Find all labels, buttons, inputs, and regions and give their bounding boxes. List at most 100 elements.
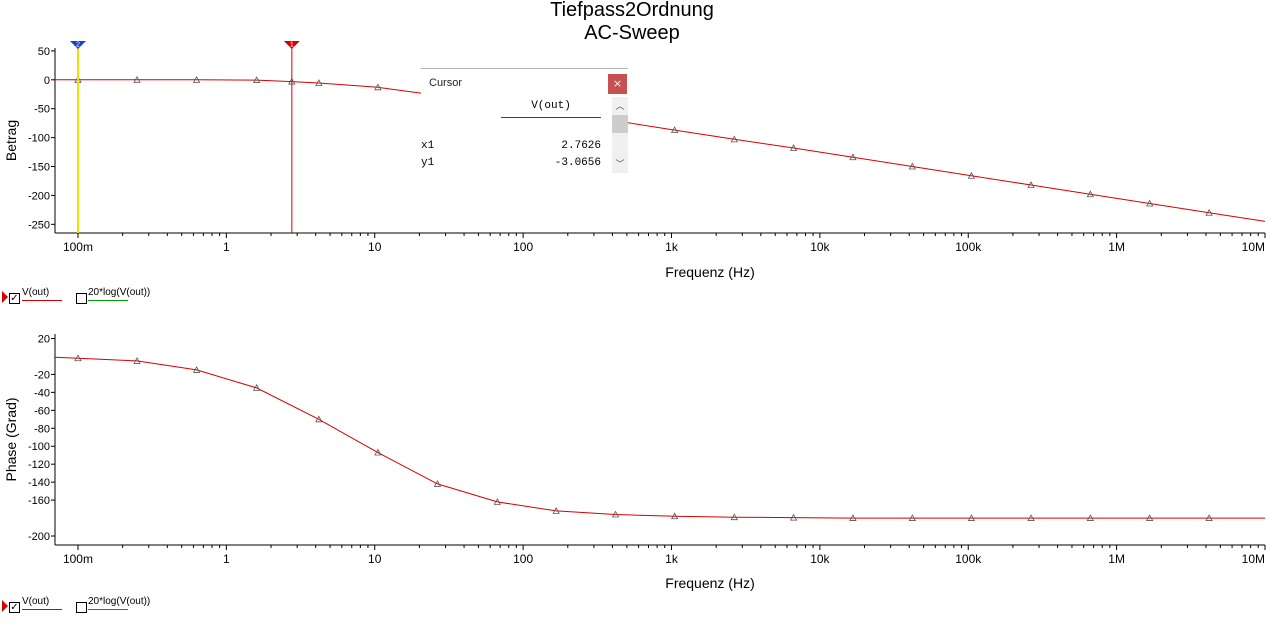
- data-point-marker: [133, 75, 141, 83]
- cursor-dialog[interactable]: Cursor × V(out) x1 2.7626 y1 -3.0656 ︿ ﹀: [421, 68, 628, 173]
- y-tick-label: -40: [34, 387, 50, 399]
- data-point-marker: [789, 144, 798, 151]
- legend-checkbox-db[interactable]: [76, 602, 87, 613]
- y-tick-label: -50: [34, 104, 50, 116]
- dialog-scrollbar[interactable]: ︿ ﹀: [612, 97, 628, 173]
- y-axis-label: Phase (Grad): [3, 397, 19, 481]
- y-tick-label: 0: [44, 75, 50, 87]
- cursor-row-label-x1: x1: [421, 140, 435, 152]
- y-tick-label: -200: [28, 190, 50, 202]
- x-axis-label: Frequenz (Hz): [665, 264, 754, 280]
- data-point-marker: [1027, 514, 1035, 521]
- y-tick-label: -140: [28, 477, 50, 489]
- data-point-marker: [730, 135, 738, 143]
- x-tick-label: 10: [368, 240, 382, 254]
- x-tick-label: 100k: [955, 552, 982, 566]
- series-line: [55, 79, 1266, 222]
- x-tick-label: 10M: [1242, 552, 1265, 566]
- series-line: [54, 356, 1265, 519]
- scroll-up-icon[interactable]: ︿: [615, 101, 625, 111]
- y-tick-label: -120: [28, 459, 50, 471]
- data-point-marker: [1027, 181, 1035, 188]
- data-point-marker: [849, 153, 857, 161]
- y-tick-label: -160: [28, 495, 50, 507]
- legend-swatch-db: [88, 609, 128, 610]
- x-tick-label: 10: [368, 552, 382, 566]
- scrollbar-thumb[interactable]: [612, 115, 628, 133]
- data-point-marker: [252, 384, 261, 391]
- x-tick-label: 100m: [63, 240, 93, 254]
- x-tick-label: 100m: [63, 552, 93, 566]
- y-tick-label: -80: [34, 423, 50, 435]
- data-point-marker: [374, 83, 382, 91]
- dialog-border: [421, 68, 628, 69]
- data-point-marker: [1086, 514, 1095, 521]
- legend-swatch-vout: [22, 609, 62, 610]
- data-point-marker: [133, 357, 141, 364]
- legend-checkbox-db[interactable]: [76, 293, 87, 304]
- close-button[interactable]: ×: [608, 74, 627, 94]
- x-tick-label: 10k: [810, 240, 830, 254]
- data-point-marker: [789, 513, 798, 521]
- chart-title: Tiefpass2Ordnung: [550, 0, 714, 21]
- data-point-marker: [192, 366, 201, 373]
- x-tick-label: 10k: [810, 552, 830, 566]
- x-tick-label: 1k: [665, 552, 679, 566]
- data-point-marker: [433, 480, 442, 487]
- y-tick-label: -250: [28, 219, 50, 231]
- y-tick-label: -20: [34, 369, 50, 381]
- y-tick-label: -60: [34, 405, 50, 417]
- legend-checkbox-vout[interactable]: ✓: [9, 602, 20, 613]
- data-point-marker: [670, 512, 679, 520]
- cursor-dialog-title: Cursor: [429, 77, 463, 89]
- cursor-row-value-x1: 2.7626: [561, 140, 601, 152]
- legend-label-db: 20*log(V(out)): [88, 596, 151, 607]
- chart-subtitle: AC-Sweep: [584, 22, 680, 44]
- data-point-marker: [730, 513, 738, 521]
- data-point-marker: [1145, 514, 1154, 521]
- data-point-marker: [1086, 190, 1095, 198]
- data-point-marker: [252, 76, 261, 83]
- y-tick-label: 20: [38, 333, 50, 345]
- y-tick-label: -100: [28, 133, 50, 145]
- cursor-column-underline: [501, 117, 601, 118]
- cursor-id-1: 1: [290, 42, 294, 49]
- legend-selected-marker: [2, 291, 8, 303]
- y-axis-label: Betrag: [3, 120, 19, 161]
- cursor-row-value-y1: -3.0656: [554, 157, 601, 169]
- legend-selected-marker: [2, 600, 8, 612]
- legend-label-vout: V(out): [22, 287, 50, 298]
- x-tick-label: 1: [223, 552, 230, 566]
- cursor-column-header: V(out): [531, 100, 571, 112]
- data-point-marker: [1205, 514, 1213, 521]
- legend-checkbox-vout[interactable]: ✓: [9, 293, 20, 304]
- data-point-marker: [670, 126, 679, 133]
- data-point-marker: [967, 171, 976, 179]
- legend-swatch-db: [88, 300, 128, 301]
- data-point-marker: [611, 510, 620, 518]
- data-point-marker: [493, 498, 501, 505]
- x-tick-label: 1: [223, 240, 230, 254]
- x-tick-label: 100: [513, 240, 533, 254]
- x-axis-label: Frequenz (Hz): [665, 575, 754, 591]
- data-point-marker: [552, 507, 560, 514]
- legend-swatch-vout: [22, 300, 62, 301]
- data-point-marker: [908, 162, 917, 170]
- legend-label-db: 20*log(V(out)): [88, 287, 151, 298]
- x-tick-label: 100: [513, 552, 533, 566]
- y-tick-label: 50: [38, 46, 50, 58]
- data-point-marker: [374, 448, 382, 456]
- data-point-marker: [1205, 208, 1213, 216]
- data-point-marker: [1145, 199, 1154, 207]
- data-point-marker: [967, 514, 976, 521]
- cursor-id-2: 2: [76, 42, 80, 49]
- data-point-marker: [74, 354, 82, 362]
- x-tick-label: 1M: [1108, 240, 1125, 254]
- cursor-row-label-y1: y1: [421, 157, 435, 169]
- cursor-marker-1: [283, 41, 300, 49]
- x-tick-label: 100k: [955, 240, 982, 254]
- data-point-marker: [315, 415, 323, 423]
- data-point-marker: [315, 79, 323, 86]
- scroll-down-icon[interactable]: ﹀: [615, 159, 625, 169]
